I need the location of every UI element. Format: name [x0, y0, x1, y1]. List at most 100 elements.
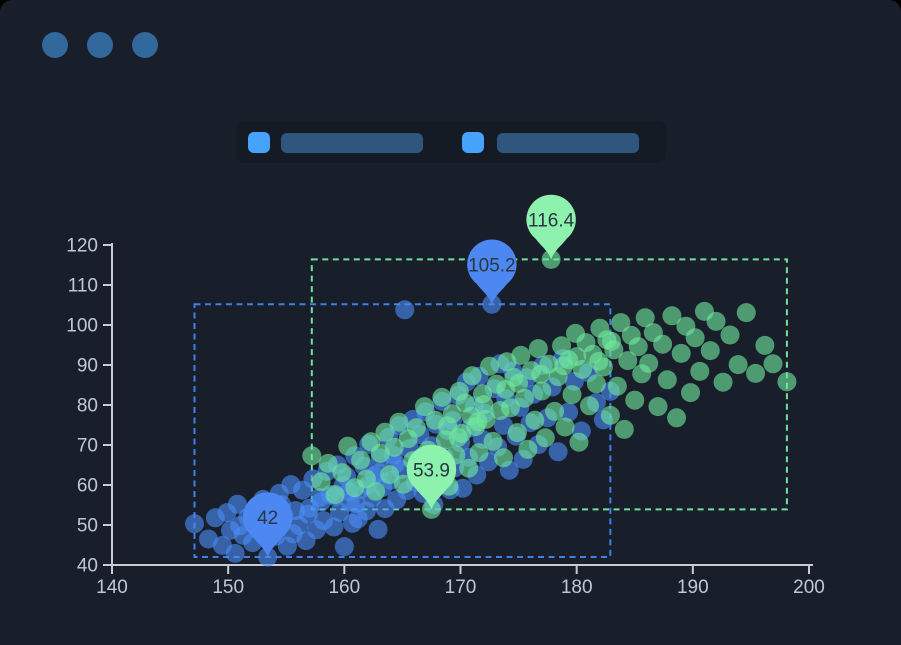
- y-tick-label: 60: [77, 476, 98, 497]
- scatter-point[interactable]: [384, 437, 404, 457]
- scatter-point[interactable]: [755, 335, 775, 355]
- scatter-point[interactable]: [448, 427, 468, 447]
- scatter-point[interactable]: [302, 446, 322, 466]
- scatter-point[interactable]: [459, 458, 479, 478]
- scatter-point[interactable]: [368, 519, 388, 539]
- scatter-point[interactable]: [528, 339, 548, 359]
- scatter-point[interactable]: [338, 436, 358, 456]
- window-control-dot-2[interactable]: [87, 32, 113, 58]
- scatter-point[interactable]: [690, 361, 710, 381]
- scatter-point[interactable]: [518, 439, 538, 459]
- scatter-point[interactable]: [567, 347, 587, 367]
- scatter-point[interactable]: [493, 415, 513, 435]
- scatter-point[interactable]: [375, 422, 395, 442]
- scatter-point[interactable]: [635, 308, 655, 328]
- scatter-point[interactable]: [611, 313, 631, 333]
- scatter-point[interactable]: [525, 410, 545, 430]
- scatter-point[interactable]: [569, 432, 589, 452]
- scatter-point[interactable]: [746, 363, 766, 383]
- scatter-point[interactable]: [548, 442, 568, 462]
- scatter-point[interactable]: [531, 364, 551, 384]
- scatter-point[interactable]: [474, 395, 494, 415]
- scatter-point[interactable]: [483, 431, 503, 451]
- y-tick-label: 120: [66, 236, 98, 257]
- scatter-point[interactable]: [509, 373, 529, 393]
- scatter-point[interactable]: [380, 465, 400, 485]
- scatter-point[interactable]: [586, 374, 606, 394]
- scatter-point[interactable]: [736, 303, 756, 323]
- scatter-point[interactable]: [559, 402, 579, 422]
- scatter-point[interactable]: [552, 336, 572, 356]
- scatter-point[interactable]: [468, 412, 488, 432]
- scatter-point[interactable]: [318, 453, 338, 473]
- scatter-point[interactable]: [421, 499, 441, 519]
- scatter-point[interactable]: [579, 396, 599, 416]
- scatter-point[interactable]: [671, 343, 691, 363]
- scatter-point[interactable]: [602, 331, 622, 351]
- legend-swatch-icon[interactable]: [462, 132, 484, 153]
- scatter-point[interactable]: [720, 325, 740, 345]
- scatter-point[interactable]: [600, 405, 620, 425]
- scatter-point[interactable]: [511, 345, 531, 365]
- scatter-point[interactable]: [700, 341, 720, 361]
- scatter-point[interactable]: [681, 383, 701, 403]
- scatter-point[interactable]: [545, 401, 565, 421]
- scatter-point[interactable]: [639, 353, 659, 373]
- scatter-point[interactable]: [311, 472, 331, 492]
- scatter-point[interactable]: [507, 423, 527, 443]
- scatter-point[interactable]: [648, 397, 668, 417]
- scatter-point[interactable]: [324, 517, 344, 537]
- scatter-point[interactable]: [334, 537, 354, 557]
- scatter-point[interactable]: [395, 300, 415, 320]
- scatter-point[interactable]: [480, 356, 500, 376]
- scatter-point[interactable]: [625, 390, 645, 410]
- scatter-point[interactable]: [325, 485, 345, 505]
- scatter-point[interactable]: [713, 372, 733, 392]
- x-tick-label: 170: [445, 577, 477, 598]
- scatter-point[interactable]: [607, 376, 627, 396]
- scatter-point[interactable]: [493, 448, 513, 468]
- scatter-point[interactable]: [777, 372, 797, 392]
- scatter-point[interactable]: [462, 366, 482, 386]
- scatter-point[interactable]: [184, 514, 204, 534]
- scatter-point[interactable]: [763, 354, 783, 374]
- scatter-point[interactable]: [346, 493, 366, 513]
- scatter-point[interactable]: [618, 351, 638, 371]
- legend-swatch-icon[interactable]: [248, 132, 270, 153]
- scatter-point[interactable]: [298, 504, 318, 524]
- scatter-point[interactable]: [225, 543, 245, 563]
- scatter-point[interactable]: [394, 474, 414, 494]
- scatter-point[interactable]: [685, 328, 705, 348]
- scatter-point[interactable]: [469, 443, 489, 463]
- scatter-point[interactable]: [653, 334, 673, 354]
- scatter-point[interactable]: [453, 478, 473, 498]
- scatter-point[interactable]: [555, 417, 575, 437]
- scatter-point[interactable]: [667, 408, 687, 428]
- scatter-point[interactable]: [514, 388, 534, 408]
- scatter-point[interactable]: [258, 547, 278, 567]
- scatter-point[interactable]: [728, 355, 748, 375]
- scatter-point[interactable]: [628, 337, 648, 357]
- scatter-point[interactable]: [389, 412, 409, 432]
- scatter-point[interactable]: [406, 418, 426, 438]
- legend-label-placeholder[interactable]: [497, 133, 639, 153]
- scatter-point[interactable]: [706, 311, 726, 331]
- scatter-point[interactable]: [614, 419, 634, 439]
- scatter-point[interactable]: [414, 397, 434, 417]
- scatter-point[interactable]: [432, 387, 452, 407]
- legend-label-placeholder[interactable]: [281, 133, 423, 153]
- scatter-point[interactable]: [500, 398, 520, 418]
- scatter-point[interactable]: [589, 351, 609, 371]
- window-control-dot-1[interactable]: [42, 32, 68, 58]
- scatter-point[interactable]: [535, 428, 555, 448]
- scatter-point[interactable]: [532, 381, 552, 401]
- scatter-point[interactable]: [562, 385, 582, 405]
- scatter-point[interactable]: [657, 370, 677, 390]
- scatter-point[interactable]: [332, 463, 352, 483]
- window-control-dot-3[interactable]: [132, 32, 158, 58]
- scatter-point[interactable]: [366, 481, 386, 501]
- scatter-point[interactable]: [351, 450, 371, 470]
- scatter-point[interactable]: [227, 494, 247, 514]
- scatter-point[interactable]: [662, 306, 682, 326]
- x-tick-label: 150: [212, 577, 244, 598]
